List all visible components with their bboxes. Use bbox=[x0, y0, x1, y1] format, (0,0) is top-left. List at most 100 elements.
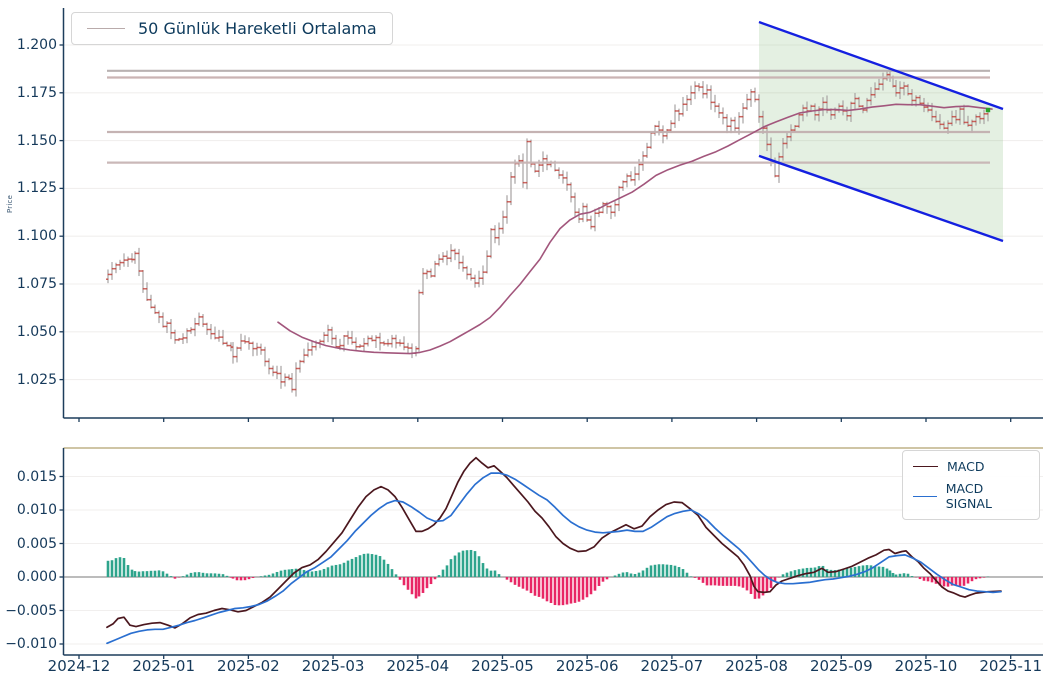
macd-histogram-bar-positive bbox=[677, 567, 681, 577]
price-ytick-label: 1.175 bbox=[16, 84, 57, 101]
macd-histogram-bar-negative bbox=[229, 577, 233, 578]
macd-histogram-bar-negative bbox=[589, 577, 593, 595]
macd-histogram-bar-positive bbox=[845, 568, 849, 577]
macd-histogram-bar-negative bbox=[581, 577, 585, 600]
macd-histogram-bar-positive bbox=[649, 565, 653, 577]
macd-histogram-bar-positive bbox=[221, 574, 225, 577]
macd-legend-entry: MACD bbox=[913, 459, 1029, 474]
macd-histogram-bar-positive bbox=[665, 564, 669, 577]
macd-legend-label: MACD bbox=[947, 459, 985, 474]
macd-histogram-bar-positive bbox=[145, 571, 149, 577]
macd-histogram-bar-negative bbox=[247, 577, 251, 580]
macd-histogram-bar-positive bbox=[149, 570, 153, 577]
macd-ytick-label: −0.010 bbox=[5, 636, 57, 652]
macd-histogram-bar-positive bbox=[334, 564, 338, 577]
macd-histogram-bar-positive bbox=[685, 572, 689, 577]
macd-signal-line-sample bbox=[913, 495, 937, 497]
macd-histogram-bar-positive bbox=[133, 571, 137, 577]
macd-histogram-bar-negative bbox=[697, 577, 701, 580]
macd-histogram-bar-positive bbox=[106, 560, 110, 577]
macd-histogram-bar-negative bbox=[231, 577, 235, 579]
x-tick-label: 2024-12 bbox=[47, 657, 111, 675]
macd-histogram-bar-positive bbox=[837, 569, 841, 577]
macd-histogram-bar-positive bbox=[653, 564, 657, 577]
macd-histogram-bar-positive bbox=[833, 570, 837, 577]
macd-histogram-bar-positive bbox=[853, 566, 857, 577]
macd-histogram-bar-negative bbox=[545, 577, 549, 602]
price-ytick-label: 1.150 bbox=[16, 132, 57, 149]
macd-histogram-bar-positive bbox=[485, 568, 489, 577]
macd-histogram-bar-positive bbox=[617, 573, 621, 577]
macd-histogram-bar-positive bbox=[457, 552, 461, 577]
macd-histogram-bar-positive bbox=[906, 573, 910, 577]
macd-histogram-bar-positive bbox=[469, 549, 473, 577]
price-ytick-label: 1.025 bbox=[16, 371, 57, 388]
x-tick-label: 2025-01 bbox=[132, 657, 196, 675]
macd-histogram-bar-positive bbox=[326, 567, 330, 577]
macd-histogram-bar-positive bbox=[477, 556, 481, 577]
macd-histogram-bar-positive bbox=[386, 563, 390, 577]
macd-ytick-label: −0.005 bbox=[5, 602, 57, 619]
macd-legend: MACD MACD SIGNAL bbox=[902, 450, 1040, 520]
macd-histogram-bar-negative bbox=[573, 577, 577, 603]
macd-histogram-bar-negative bbox=[761, 577, 765, 596]
macd-signal-legend-entry: MACD SIGNAL bbox=[913, 481, 1029, 511]
macd-signal-line bbox=[106, 472, 1002, 645]
macd-histogram-bar-positive bbox=[785, 572, 789, 577]
macd-histogram-bar-positive bbox=[873, 566, 877, 577]
macd-histogram-bar-negative bbox=[505, 577, 509, 580]
macd-histogram-bar-negative bbox=[757, 577, 761, 599]
macd-histogram-bar-positive bbox=[287, 569, 291, 577]
macd-ytick-label: 0.010 bbox=[16, 502, 57, 518]
macd-histogram-bar-positive bbox=[114, 558, 118, 577]
macd-histogram-bar-negative bbox=[709, 577, 713, 586]
macd-ytick-label: 0.005 bbox=[16, 535, 57, 552]
macd-histogram-bar-negative bbox=[517, 577, 521, 587]
macd-histogram-bar-positive bbox=[902, 573, 906, 577]
macd-histogram-bar-negative bbox=[601, 577, 605, 582]
macd-ytick-label: 0.015 bbox=[16, 468, 57, 485]
macd-histogram-bar-positive bbox=[793, 570, 797, 577]
macd-histogram-bar-positive bbox=[213, 573, 217, 577]
macd-histogram-bar-positive bbox=[141, 571, 145, 577]
price-ytick-label: 1.100 bbox=[16, 228, 57, 245]
x-tick-label: 2025-03 bbox=[301, 657, 365, 675]
macd-histogram-bar-negative bbox=[765, 577, 769, 593]
macd-histogram-bar-negative bbox=[773, 577, 777, 582]
last-price-marker bbox=[985, 107, 991, 113]
macd-histogram-bar-positive bbox=[197, 572, 201, 577]
macd-histogram-bar-positive bbox=[453, 555, 457, 577]
macd-histogram-bar-positive bbox=[789, 571, 793, 577]
macd-histogram-bar-positive bbox=[821, 565, 825, 577]
macd-histogram-bar-positive bbox=[613, 575, 617, 577]
macd-histogram-bar-positive bbox=[877, 566, 881, 577]
macd-histogram-bar-negative bbox=[950, 577, 954, 586]
macd-histogram-bar-negative bbox=[525, 577, 529, 591]
macd-histogram-bar-positive bbox=[645, 567, 649, 577]
x-tick-label: 2025-05 bbox=[471, 657, 534, 675]
macd-histogram-bar-positive bbox=[126, 565, 130, 577]
macd-histogram-bar-positive bbox=[461, 550, 465, 577]
macd-histogram-bar-negative bbox=[737, 577, 741, 587]
macd-histogram-bar-negative bbox=[513, 577, 517, 585]
macd-histogram-bar-positive bbox=[290, 569, 294, 577]
macd-histogram-bar-positive bbox=[130, 569, 134, 577]
macd-histogram-bar-positive bbox=[394, 574, 398, 577]
macd-histogram-bar-positive bbox=[306, 571, 310, 577]
macd-histogram-bar-positive bbox=[275, 571, 279, 577]
macd-histogram-bar-positive bbox=[797, 569, 801, 577]
macd-histogram-bar-positive bbox=[294, 568, 298, 577]
macd-histogram-bar-negative bbox=[725, 577, 729, 586]
macd-histogram-bar-positive bbox=[267, 574, 271, 577]
macd-histogram-bar-negative bbox=[769, 577, 773, 588]
macd-histogram-bar-positive bbox=[122, 557, 126, 577]
macd-histogram-bar-positive bbox=[898, 573, 902, 577]
macd-histogram-bar-positive bbox=[342, 562, 346, 577]
macd-histogram-bar-positive bbox=[489, 570, 493, 577]
macd-histogram-bar-positive bbox=[625, 572, 629, 577]
macd-histogram-bar-negative bbox=[918, 577, 922, 580]
macd-histogram-bar-negative bbox=[717, 577, 721, 586]
x-tick-label: 2025-10 bbox=[894, 657, 958, 675]
macd-histogram-bar-positive bbox=[318, 570, 322, 577]
macd-histogram-bar-negative bbox=[425, 577, 429, 589]
